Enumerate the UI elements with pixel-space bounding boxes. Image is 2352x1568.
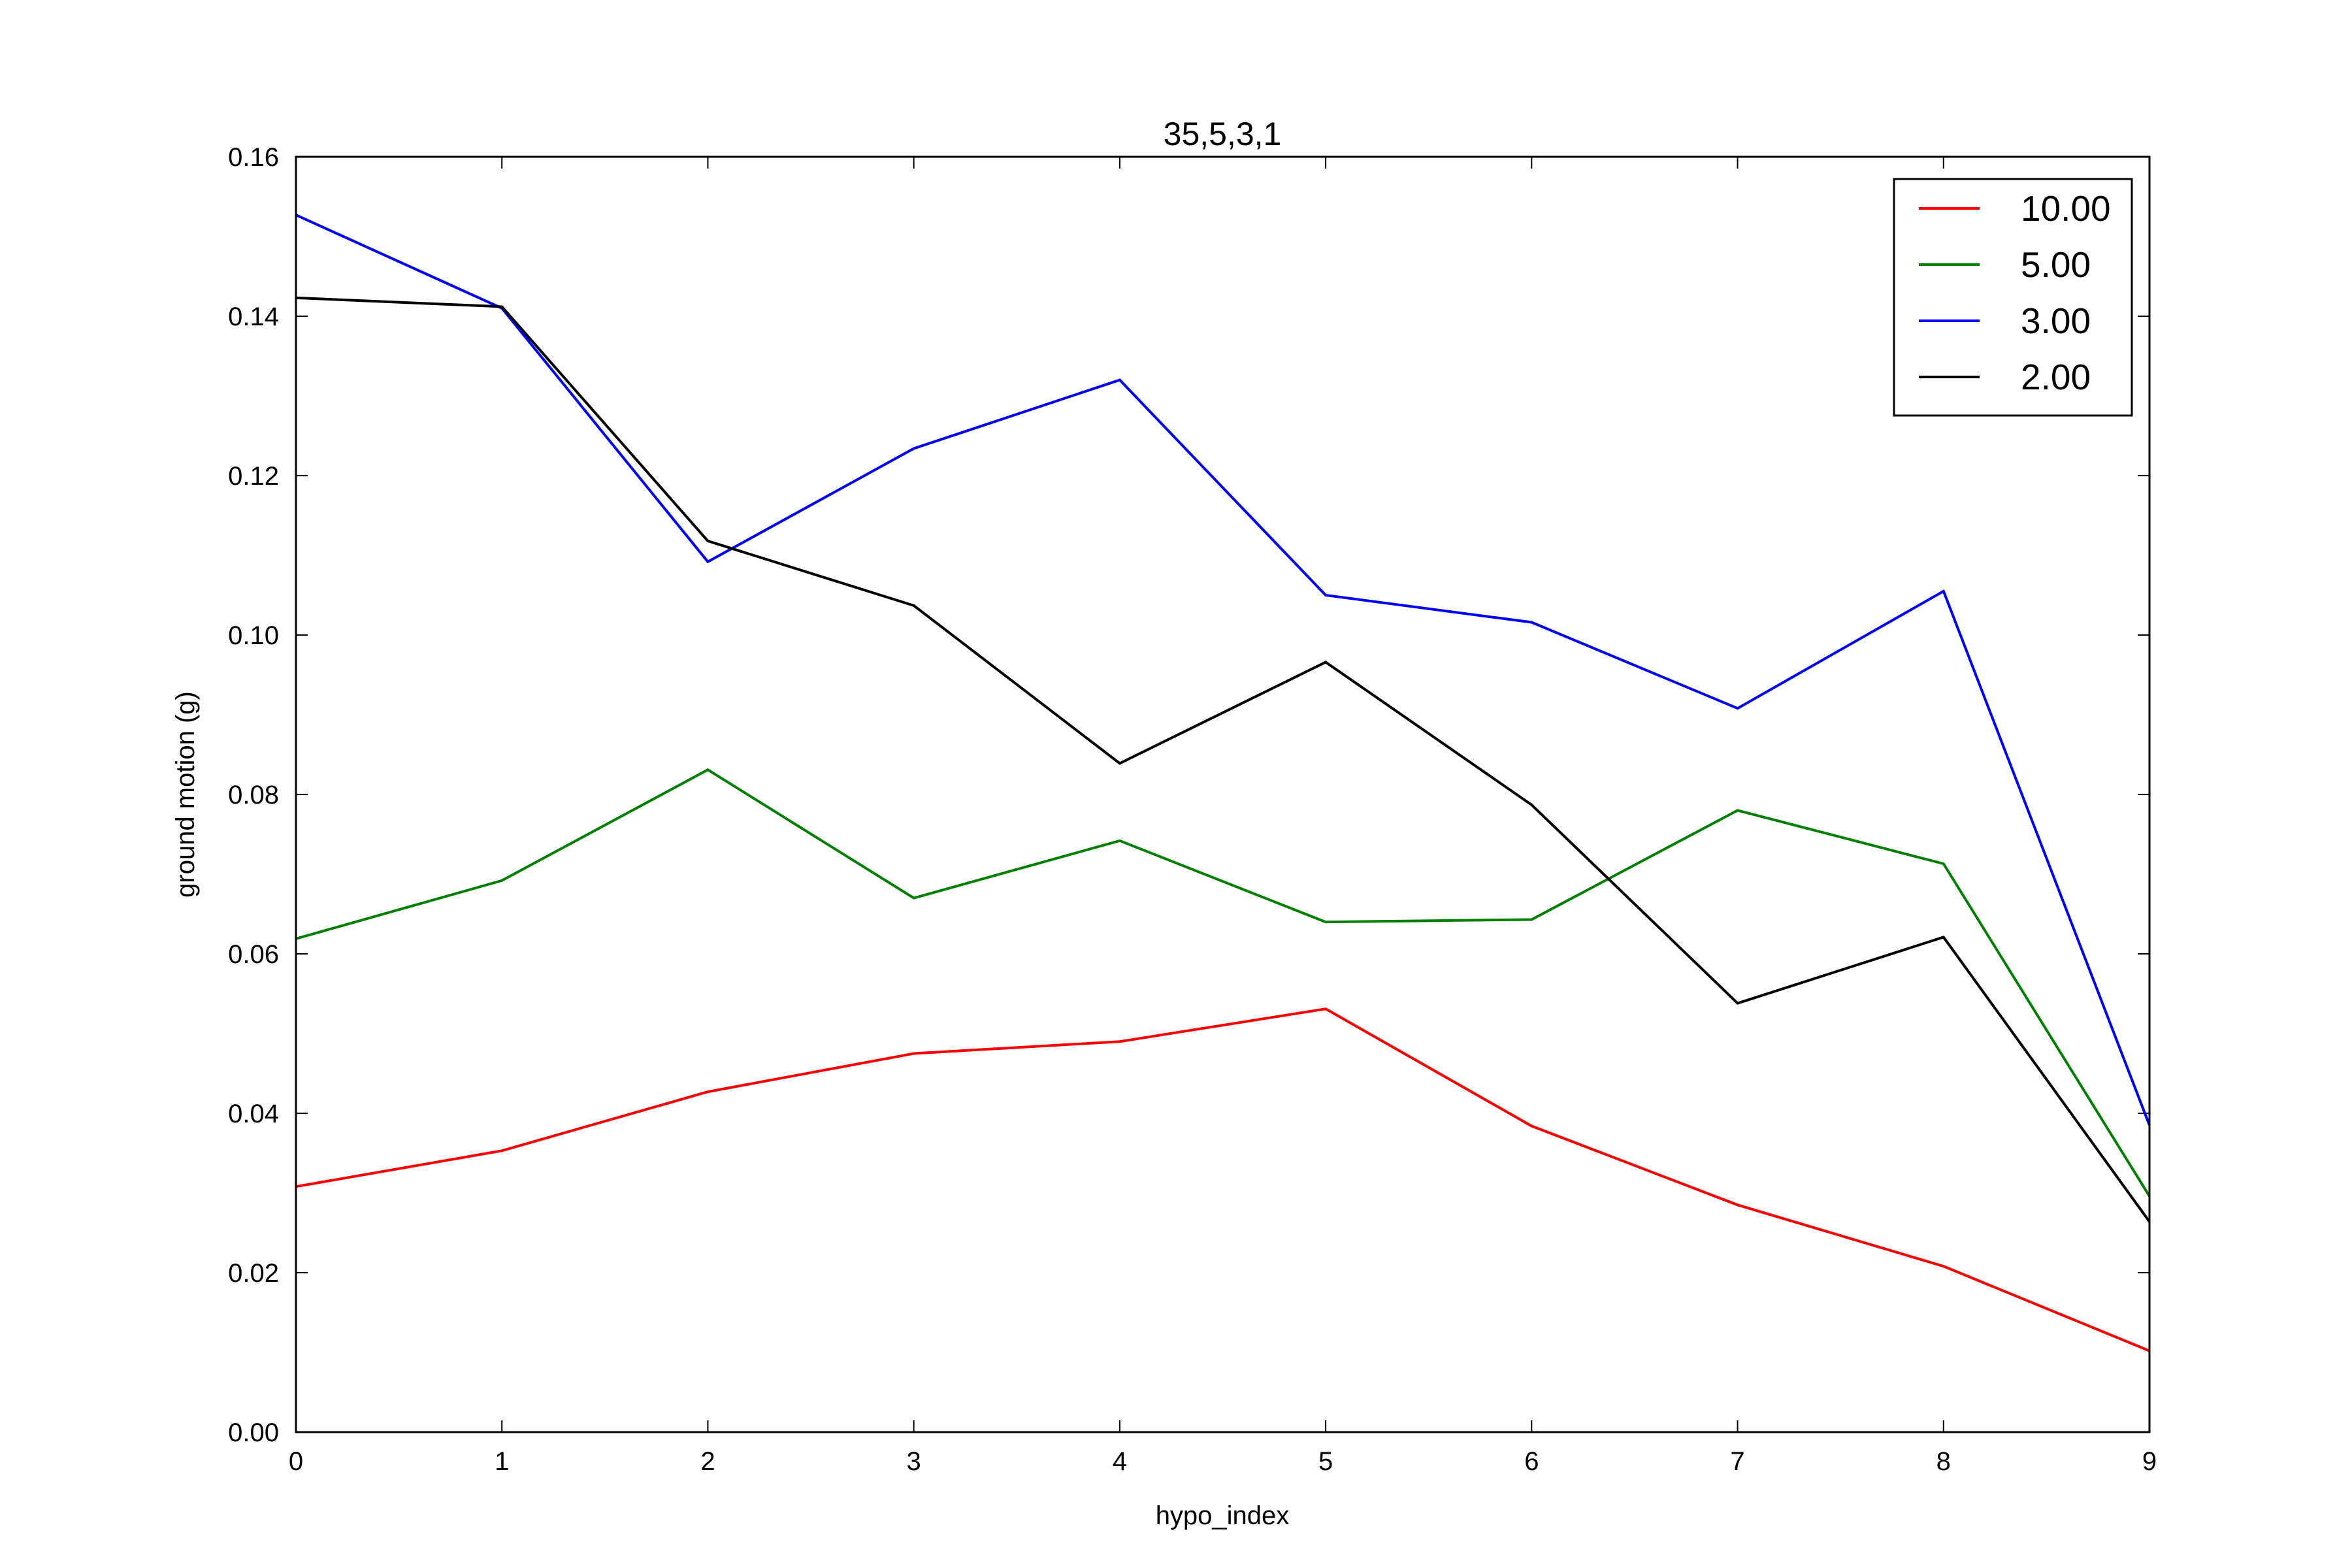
plot-area — [296, 157, 2149, 1432]
legend-label: 5.00 — [2021, 244, 2091, 285]
series-line-1 — [295, 1007, 2150, 1352]
chart-title: 35,5,3,1 — [1164, 116, 1282, 152]
y-tick-label: 0.02 — [228, 1259, 279, 1288]
y-tick-label: 0.00 — [228, 1418, 279, 1447]
y-tick-label: 0.10 — [228, 621, 279, 650]
x-tick-label: 8 — [1936, 1447, 1951, 1476]
series-line-2 — [295, 768, 2151, 1197]
y-tick-label: 0.16 — [228, 143, 279, 172]
x-tick-label: 1 — [495, 1447, 509, 1476]
y-tick-label: 0.06 — [228, 940, 279, 969]
y-tick-label: 0.12 — [228, 462, 279, 491]
plot-frame — [295, 155, 2151, 1433]
x-tick-label: 2 — [700, 1447, 715, 1476]
x-tick-label: 6 — [1524, 1447, 1539, 1476]
y-axis-label: ground motion (g) — [171, 691, 200, 898]
series-line-3 — [295, 214, 2151, 1126]
series-lines — [295, 214, 2151, 1352]
x-tick-label: 5 — [1318, 1447, 1333, 1476]
legend-label: 10.00 — [2021, 188, 2111, 229]
x-tick-label: 0 — [289, 1447, 303, 1476]
series-line-4 — [295, 296, 2151, 1223]
legend-label: 2.00 — [2021, 357, 2091, 397]
tick-labels: 0 1 2 3 4 5 6 7 8 9 0.00 0.02 0.04 0.06 0.08 0.10 0.12 0.… — [228, 143, 2157, 1476]
y-tick-label: 0.08 — [228, 781, 279, 809]
legend-label: 3.00 — [2021, 301, 2091, 341]
x-tick-label: 4 — [1113, 1447, 1127, 1476]
legend: 10.00 5.00 3.00 2.00 — [1893, 178, 2133, 417]
x-tick-label: 7 — [1730, 1447, 1744, 1476]
x-tick-label: 3 — [907, 1447, 921, 1476]
y-tick-label: 0.04 — [228, 1100, 279, 1128]
x-tick-label: 9 — [2142, 1447, 2157, 1476]
x-axis-label: hypo_index — [1156, 1501, 1290, 1530]
y-tick-label: 0.14 — [228, 302, 279, 331]
